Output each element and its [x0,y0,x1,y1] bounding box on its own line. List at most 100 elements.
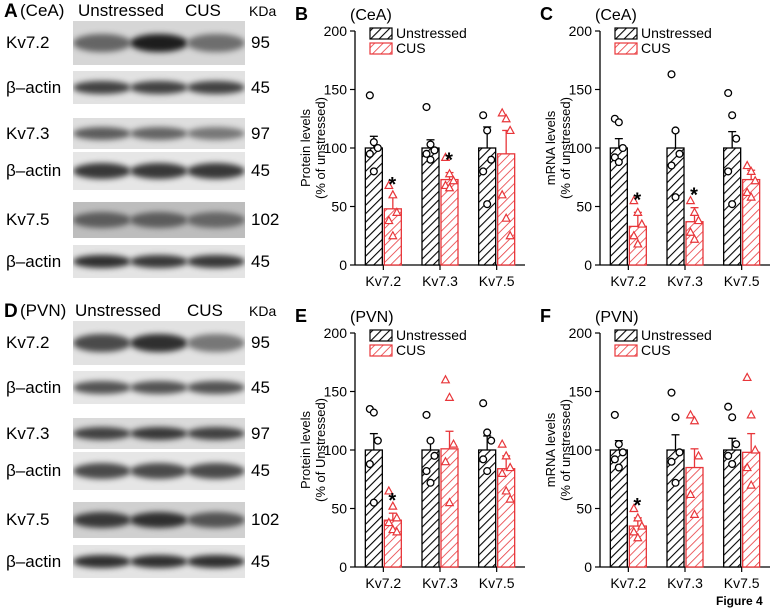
data-point-unstressed [614,118,623,127]
blot-band [187,463,245,479]
region-label: (CeA) [595,7,637,24]
y-axis-label: Protein levels [298,108,313,187]
blot-row-label: Kv7.2 [6,333,50,352]
data-point-cus [388,189,398,199]
data-point-unstressed [426,140,435,149]
blot-strip [73,452,245,490]
blot-panel-pvn: D (PVN) Unstressed CUS KDa Kv7.2 95 β–acti… [0,300,290,600]
blot-band [73,163,131,179]
data-point-cus [384,180,394,190]
blot-strip [73,418,245,449]
data-point-cus [746,479,756,489]
data-point-cus [392,512,402,522]
x-tick-label: Kv7.2 [610,575,646,591]
data-point-unstressed [487,436,496,445]
y-tick-label: 150 [569,82,593,98]
y-axis-label: (% of Unstressed) [313,398,328,502]
blot-band [187,163,245,179]
data-point-cus [388,230,398,240]
data-point-cus [633,532,643,542]
bar-cus [497,153,516,266]
blot-band [187,333,245,353]
blot-band [187,426,245,440]
y-tick-label: 0 [339,559,347,575]
y-axis-label: Protein levels [298,410,313,489]
panel-letter: C [540,4,553,24]
blot-panel-cea: A (CeA) Unstressed CUS KDa Kv7.2 95 β–acti… [0,0,290,300]
data-point-unstressed [724,402,733,411]
blot-kda-value: 45 [251,461,270,480]
data-point-cus [685,489,696,499]
data-point-cus [742,462,752,472]
bar-cus [497,468,516,568]
blot-kda-value: 97 [251,123,270,143]
data-point-cus [440,152,451,161]
y-tick-label: 50 [331,199,347,215]
blot-band [130,380,188,395]
blot-row-label: Kv7.3 [6,423,50,443]
blot-kda-value: 97 [251,423,270,443]
data-point-unstressed [614,440,623,449]
data-point-cus [685,226,696,236]
data-point-cus [384,215,394,225]
panel-letter: F [540,306,551,326]
data-point-cus [505,230,515,240]
blot-band [73,426,131,440]
data-point-unstressed [487,155,496,164]
blot-kda-value: 102 [251,210,280,229]
panel-letter: A [4,1,18,22]
blot-band [73,380,131,395]
data-point-cus [742,187,752,197]
data-point-unstressed [618,448,627,457]
data-point-unstressed [426,155,435,164]
blot-band [73,463,131,479]
chart-f-pvn-mrna: F (PVN) mRNA levels (% of unstressed) 0 50 100… [540,306,770,591]
data-point-unstressed [483,126,492,135]
data-point-unstressed [732,134,741,143]
data-point-cus [685,195,696,205]
kda-header: KDa [249,3,277,19]
lane-label-unstressed: Unstressed [75,301,161,320]
blot-row-label: β–actin [6,161,62,180]
region-label: (CeA) [20,1,65,20]
legend-label: Unstressed [641,25,712,41]
blot-strip [73,71,245,104]
blot-kda-value: 45 [251,377,270,397]
data-point-unstressed [724,167,733,176]
blot-row-label: β–actin [6,251,62,271]
y-tick-label: 200 [569,325,593,341]
data-point-unstressed [479,399,488,408]
region-label: (PVN) [595,309,639,326]
data-point-cus [693,215,704,225]
data-point-unstressed [422,410,431,419]
blot-band [130,333,188,353]
blot-band [130,126,188,140]
legend-label: CUS [396,40,426,56]
data-point-unstressed [667,388,676,397]
data-point-unstressed [422,103,431,112]
chart-b-cea-protein: B (CeA) Protein levels (% of unstressed) 0 50… [295,4,525,289]
region-label: (CeA) [350,7,392,24]
data-point-unstressed [373,436,382,445]
blot-strip [73,118,245,149]
blot-band [130,80,188,95]
panel-letter: B [295,4,308,24]
significance-star: * [445,150,453,172]
x-tick-label: Kv7.2 [365,273,401,289]
y-axis-label: (% of unstressed) [558,399,573,501]
bar-cus [685,221,704,266]
data-point-cus [629,503,639,513]
data-point-unstressed [369,498,378,507]
bar-unstressed [364,147,383,266]
y-tick-label: 100 [569,140,593,156]
bar-unstressed [421,147,440,266]
bar-unstressed [666,449,685,568]
blot-band [187,126,245,140]
y-tick-label: 0 [584,559,592,575]
y-tick-label: 150 [324,384,348,400]
blot-kda-value: 45 [251,251,270,271]
blot-row-label: β–actin [6,77,62,97]
blot-band [187,512,245,528]
data-point-cus [392,207,402,216]
x-tick-label: Kv7.3 [422,273,458,289]
